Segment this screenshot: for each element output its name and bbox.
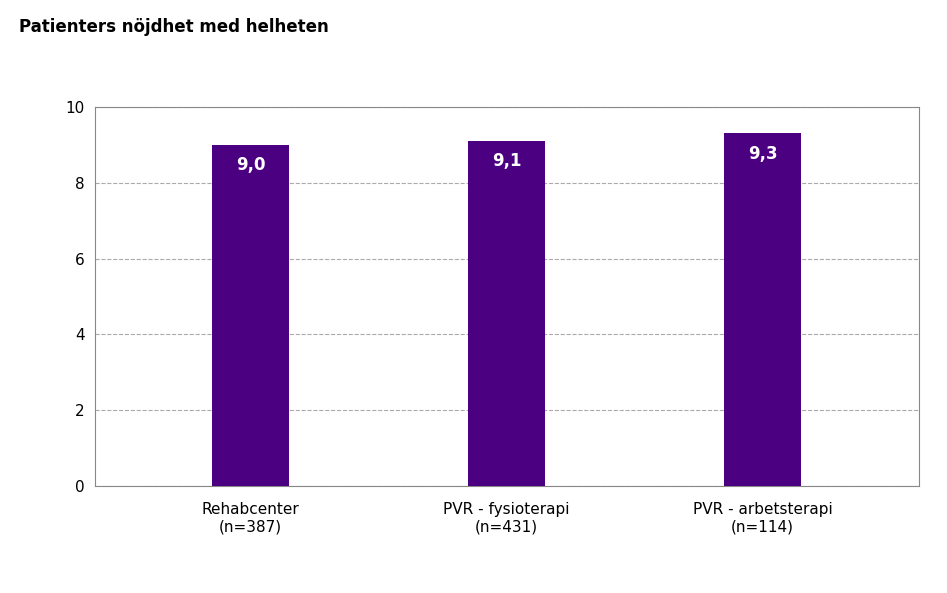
Text: 9,0: 9,0: [236, 156, 265, 174]
Bar: [468, 141, 545, 486]
Text: Patienters nöjdhet med helheten: Patienters nöjdhet med helheten: [19, 18, 329, 36]
Text: 9,3: 9,3: [748, 145, 777, 162]
Bar: [212, 145, 289, 486]
Bar: [724, 133, 801, 486]
Text: 9,1: 9,1: [491, 152, 522, 170]
